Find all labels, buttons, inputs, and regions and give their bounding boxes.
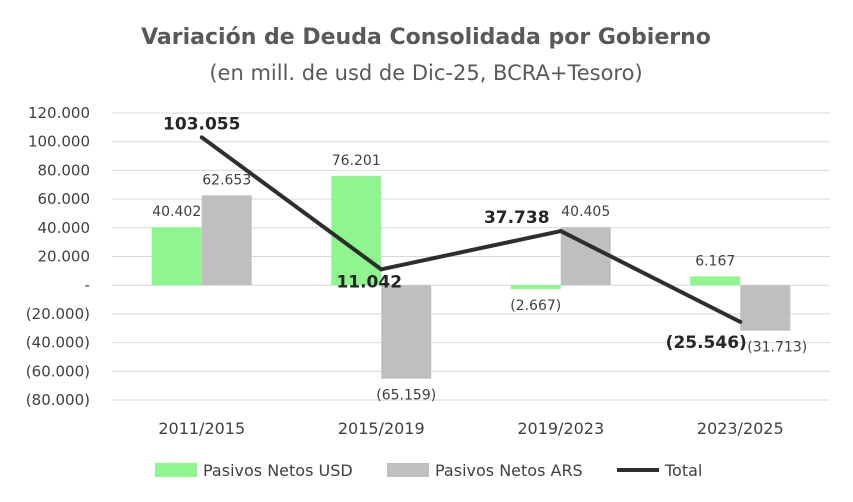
- y-tick-label: 40.000: [38, 219, 91, 237]
- x-category-label: 2015/2019: [338, 419, 425, 438]
- data-label-pasivos-ars: 40.405: [561, 204, 610, 220]
- legend-label: Pasivos Netos USD: [203, 461, 353, 480]
- y-tick-label: (40.000): [26, 334, 90, 352]
- data-label-pasivos-usd: 6.167: [695, 253, 735, 269]
- legend-label: Total: [664, 461, 702, 480]
- x-axis-categories: 2011/2015 2015/2019 2019/2023 2023/2025: [158, 419, 783, 438]
- data-label-total: 103.055: [163, 114, 240, 134]
- data-label-pasivos-ars: 62.653: [202, 172, 251, 188]
- bar-pasivos-usd: [151, 227, 202, 286]
- bar-pasivos-ars: [740, 285, 791, 331]
- legend-swatch-ars: [387, 463, 429, 477]
- data-label-total: (25.546): [666, 333, 747, 353]
- bars: [151, 175, 791, 379]
- data-label-total: 11.042: [336, 272, 402, 292]
- total-point: [738, 319, 743, 324]
- legend-swatch-usd: [155, 463, 197, 477]
- legend-item: Pasivos Netos USD: [155, 461, 353, 480]
- y-tick-label: 100.000: [28, 133, 90, 151]
- total-point: [558, 229, 563, 234]
- y-tick-label: 120.000: [28, 104, 90, 122]
- y-tick-label: (60.000): [26, 362, 90, 380]
- data-label-pasivos-usd: (2.667): [510, 298, 561, 314]
- legend-item: Pasivos Netos ARS: [387, 461, 583, 480]
- legend-label: Pasivos Netos ARS: [435, 461, 583, 480]
- legend-item: Total: [617, 461, 702, 480]
- y-tick-label: 60.000: [38, 190, 91, 208]
- chart-title: Variación de Deuda Consolidada por Gobie…: [141, 25, 711, 50]
- bar-pasivos-usd: [510, 285, 561, 290]
- data-label-pasivos-ars: (65.159): [376, 388, 436, 404]
- total-line: [199, 135, 743, 324]
- x-category-label: 2011/2015: [158, 419, 245, 438]
- bar-pasivos-usd: [690, 276, 741, 286]
- bar-pasivos-ars: [381, 285, 432, 379]
- total-point: [379, 267, 384, 272]
- bar-pasivos-usd: [331, 175, 382, 286]
- total-point: [199, 135, 204, 140]
- data-label-total: 37.738: [484, 208, 550, 228]
- y-tick-label: 80.000: [38, 161, 91, 179]
- total-series-line: [200, 135, 742, 324]
- y-tick-label: (80.000): [26, 391, 90, 409]
- bar-pasivos-ars: [201, 195, 252, 286]
- y-tick-label: -: [85, 276, 90, 294]
- x-category-label: 2023/2025: [697, 419, 784, 438]
- y-tick-label: (20.000): [26, 305, 90, 323]
- y-axis-ticks: 120.000 100.000 80.000 60.000 40.000 20.000 - (…: [26, 104, 90, 409]
- y-tick-label: 20.000: [38, 248, 91, 266]
- legend: Pasivos Netos USD Pasivos Netos ARS Total: [155, 461, 702, 480]
- data-label-pasivos-ars: (31.713): [747, 340, 807, 356]
- x-category-label: 2019/2023: [517, 419, 604, 438]
- chart-subtitle: (en mill. de usd de Dic-25, BCRA+Tesoro): [209, 61, 642, 85]
- data-label-pasivos-usd: 76.201: [332, 153, 381, 169]
- data-label-pasivos-usd: 40.402: [152, 204, 201, 220]
